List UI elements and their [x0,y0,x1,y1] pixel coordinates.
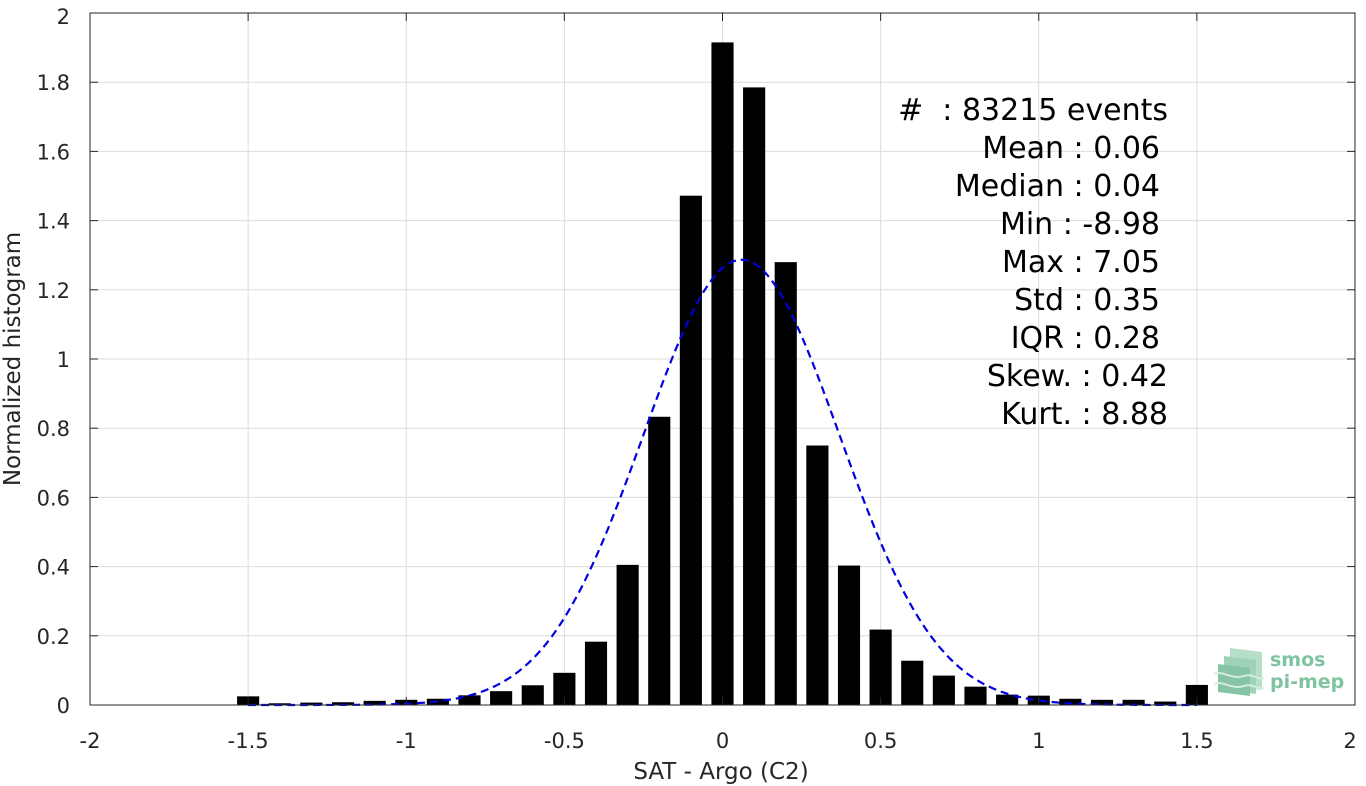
y-tick-label-10: 2 [57,5,70,29]
histogram-bar-2 [300,702,323,705]
stat-iqr: IQR : 0.28 [1011,321,1160,356]
histogram-bar-7 [458,695,481,705]
x-tick-label-7: 1.5 [1180,729,1213,753]
histogram-bar-26 [1059,698,1082,705]
histogram-bar-11 [584,641,608,705]
y-tick-label-0: 0 [57,694,70,718]
y-tick-labels: 0 0.2 0.4 0.6 0.8 1 1.2 1.4 1.6 1.8 2 [37,5,70,718]
stat-mean: Mean : 0.06 [982,131,1160,166]
y-tick-label-7: 1.4 [37,210,70,234]
histogram-bar-24 [996,694,1019,705]
histogram-bar-30 [1185,684,1208,705]
logo-waves-icon [1213,648,1265,696]
y-tick-label-3: 0.6 [37,486,70,510]
histogram-bar-3 [331,702,355,705]
histogram-bar-29 [1154,701,1177,705]
stat-skew: Skew. : 0.42 [987,359,1168,394]
y-tick-label-6: 1.2 [37,279,70,303]
histogram-bar-14 [679,195,702,706]
x-axis-label: SAT - Argo (C2) [633,759,808,785]
histogram-bar-13 [648,416,671,705]
x-tick-label-0: -2 [80,729,101,753]
y-tick-label-9: 1.8 [37,71,70,95]
logo-text-smos: smos [1270,649,1325,671]
y-tick-label-2: 0.4 [37,556,70,580]
histogram-bar-22 [932,675,955,705]
histogram-bar-20 [869,629,892,705]
stats-annotation: # : 83215 events Mean : 0.06 Median : 0.… [898,93,1168,432]
histogram-bar-4 [363,700,386,705]
y-tick-label-4: 0.8 [37,417,70,441]
histogram-bar-9 [521,685,544,705]
stat-median: Median : 0.04 [955,169,1160,204]
y-tick-label-5: 1 [57,348,70,372]
histogram-bar-10 [553,672,576,705]
y-axis-label: Normalized histogram [0,232,26,486]
x-tick-label-2: -1 [396,729,417,753]
histogram-bar-16 [743,87,766,705]
stat-min: Min : -8.98 [1000,207,1160,242]
histogram-bar-8 [490,691,513,705]
histogram-bars [237,42,1208,706]
x-tick-label-3: -0.5 [544,729,585,753]
x-tick-label-1: -1.5 [228,729,269,753]
stat-count: # : 83215 events [898,93,1168,128]
histogram-bar-21 [901,660,924,705]
stat-kurt: Kurt. : 8.88 [1001,397,1168,432]
histogram-bar-27 [1090,699,1114,705]
smos-pi-mep-logo: smos pi-mep [1213,648,1344,696]
x-tick-label-5: 0.5 [864,729,897,753]
histogram-bar-12 [616,564,639,705]
histogram-bar-23 [964,686,987,705]
x-tick-labels: -2 -1.5 -1 -0.5 0 0.5 1 1.5 2 [80,729,1357,753]
histogram-bar-19 [837,565,861,705]
histogram-bar-28 [1122,699,1145,705]
histogram-bar-15 [711,42,734,706]
x-tick-label-4: 0 [716,729,729,753]
stat-max: Max : 7.05 [1002,245,1160,280]
stat-std: Std : 0.35 [1014,283,1160,318]
histogram-bar-18 [806,445,829,705]
axis-ticks [89,12,1356,706]
y-tick-label-8: 1.6 [37,140,70,164]
histogram-bar-17 [774,262,797,705]
y-tick-label-1: 0.2 [37,625,70,649]
x-tick-label-6: 1 [1032,729,1045,753]
logo-text-pimep: pi-mep [1270,671,1344,693]
x-tick-label-8: 2 [1343,729,1356,753]
